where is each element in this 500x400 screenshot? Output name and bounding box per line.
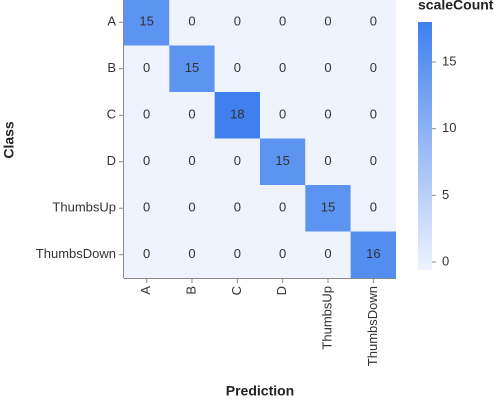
y-tick-label: C (107, 107, 116, 122)
cell-label: 0 (143, 107, 150, 122)
cell (350, 0, 396, 46)
cell (124, 45, 170, 92)
cell (260, 231, 306, 278)
cell-label: 0 (324, 153, 331, 168)
x-tick-label: B (183, 286, 198, 295)
cell-label: 0 (324, 246, 331, 261)
cell (169, 138, 215, 185)
cell-label: 0 (234, 14, 241, 29)
cell-label: 0 (370, 107, 377, 122)
cell-label: 0 (370, 200, 377, 215)
cell-label: 15 (321, 200, 335, 215)
cell (169, 92, 215, 139)
cell (350, 45, 396, 92)
cell (169, 231, 215, 278)
cell (305, 45, 351, 92)
y-tick-label: D (107, 153, 116, 168)
cell-label: 15 (275, 153, 289, 168)
x-tick-label: ThumbsUp (319, 286, 334, 350)
cell (214, 0, 260, 46)
cell-label: 0 (370, 60, 377, 75)
cell (214, 185, 260, 232)
cell-label: 0 (188, 153, 195, 168)
cell (214, 92, 260, 139)
y-tick-label: ThumbsUp (52, 200, 116, 215)
cell-label: 0 (143, 246, 150, 261)
colorbar-tick-label: 5 (442, 187, 449, 202)
cell-label: 15 (139, 14, 153, 29)
x-tick-label: ThumbsDown (365, 286, 380, 366)
colorbar-tick-label: 15 (442, 53, 456, 68)
cell-label: 0 (188, 14, 195, 29)
cell (124, 138, 170, 185)
cell (124, 185, 170, 232)
y-tick-label: A (107, 14, 116, 29)
cell-label: 0 (188, 246, 195, 261)
colorbar (418, 22, 432, 270)
cell-label: 0 (279, 107, 286, 122)
cell-label: 0 (370, 14, 377, 29)
x-tick-label: A (138, 286, 153, 295)
cell-label: 15 (185, 60, 199, 75)
cell (260, 45, 306, 92)
cell-label: 0 (324, 60, 331, 75)
cell-label: 18 (230, 107, 244, 122)
cell (305, 231, 351, 278)
x-tick-label: C (229, 286, 244, 295)
x-tick-label: D (274, 286, 289, 295)
cell (124, 0, 170, 46)
cell (305, 185, 351, 232)
y-axis-label: Class (1, 121, 17, 159)
cell (350, 185, 396, 232)
cell (260, 0, 306, 46)
y-tick-label: ThumbsDown (36, 246, 116, 261)
cell (350, 231, 396, 278)
cell-label: 0 (234, 60, 241, 75)
cell (260, 185, 306, 232)
cell-label: 0 (143, 200, 150, 215)
cell (124, 92, 170, 139)
colorbar-tick-label: 0 (442, 253, 449, 268)
cell-label: 0 (188, 200, 195, 215)
cell-label: 0 (279, 200, 286, 215)
cell (169, 45, 215, 92)
cell-label: 0 (234, 246, 241, 261)
cell-label: 0 (279, 246, 286, 261)
cell (169, 185, 215, 232)
y-tick-label: B (107, 60, 116, 75)
cell (260, 92, 306, 139)
cell (305, 0, 351, 46)
cell-label: 0 (324, 14, 331, 29)
cell (260, 138, 306, 185)
cell (214, 231, 260, 278)
cell-label: 0 (234, 153, 241, 168)
cell (350, 92, 396, 139)
cell-label: 0 (234, 200, 241, 215)
cell (124, 231, 170, 278)
colorbar-tick-label: 10 (442, 120, 456, 135)
cell (305, 92, 351, 139)
cell (305, 138, 351, 185)
cell (214, 45, 260, 92)
cell (214, 138, 260, 185)
cell-label: 0 (143, 60, 150, 75)
x-axis-label: Prediction (226, 383, 294, 399)
cell-label: 0 (324, 107, 331, 122)
cell-label: 0 (188, 107, 195, 122)
legend-title: scaleCount (418, 0, 494, 13)
cell-label: 0 (143, 153, 150, 168)
cell-label: 16 (366, 246, 380, 261)
cell (169, 0, 215, 46)
cell-label: 0 (279, 14, 286, 29)
cell (350, 138, 396, 185)
cell-label: 0 (279, 60, 286, 75)
cell-label: 0 (370, 153, 377, 168)
